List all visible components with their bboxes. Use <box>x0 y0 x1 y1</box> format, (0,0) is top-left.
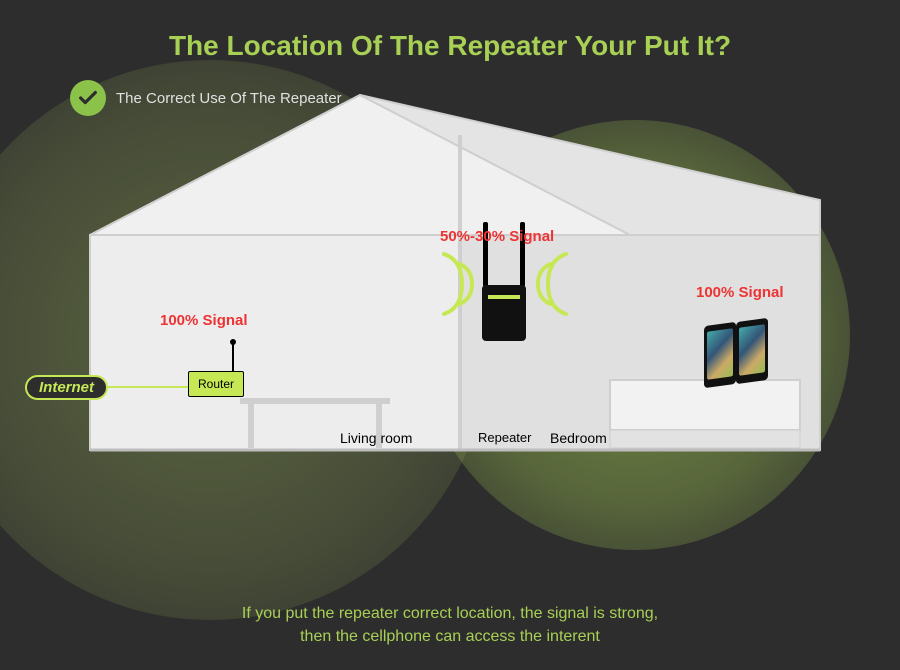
diagram-scene: Internet Router 100% Signal 50%-30% Sign… <box>50 80 850 580</box>
room-label-bedroom: Bedroom <box>550 430 607 446</box>
internet-cable-line <box>108 386 188 388</box>
phone-icon <box>704 322 736 388</box>
footer-line2: then the cellphone can access the intere… <box>300 628 600 645</box>
page-title: The Location Of The Repeater Your Put It… <box>0 0 900 62</box>
subtitle-text: The Correct Use Of The Repeater <box>116 90 342 107</box>
router-antenna-icon <box>232 342 234 372</box>
internet-badge: Internet <box>25 375 108 400</box>
subtitle-row: The Correct Use Of The Repeater <box>70 80 342 116</box>
router-device: Router <box>188 371 244 397</box>
signal-label-phone: 100% Signal <box>696 284 784 301</box>
repeater-device <box>482 285 526 341</box>
check-icon <box>70 80 106 116</box>
signal-label-repeater: 50%-30% Signal <box>440 228 554 245</box>
footer-caption: If you put the repeater correct location… <box>0 603 900 648</box>
signal-label-router: 100% Signal <box>160 312 248 329</box>
room-label-living: Living room <box>340 430 412 446</box>
wifi-waves-right-icon <box>530 252 574 316</box>
repeater-label: Repeater <box>478 430 531 445</box>
footer-line1: If you put the repeater correct location… <box>242 605 658 622</box>
wifi-waves-left-icon <box>436 252 480 316</box>
phone-icon <box>736 318 768 384</box>
